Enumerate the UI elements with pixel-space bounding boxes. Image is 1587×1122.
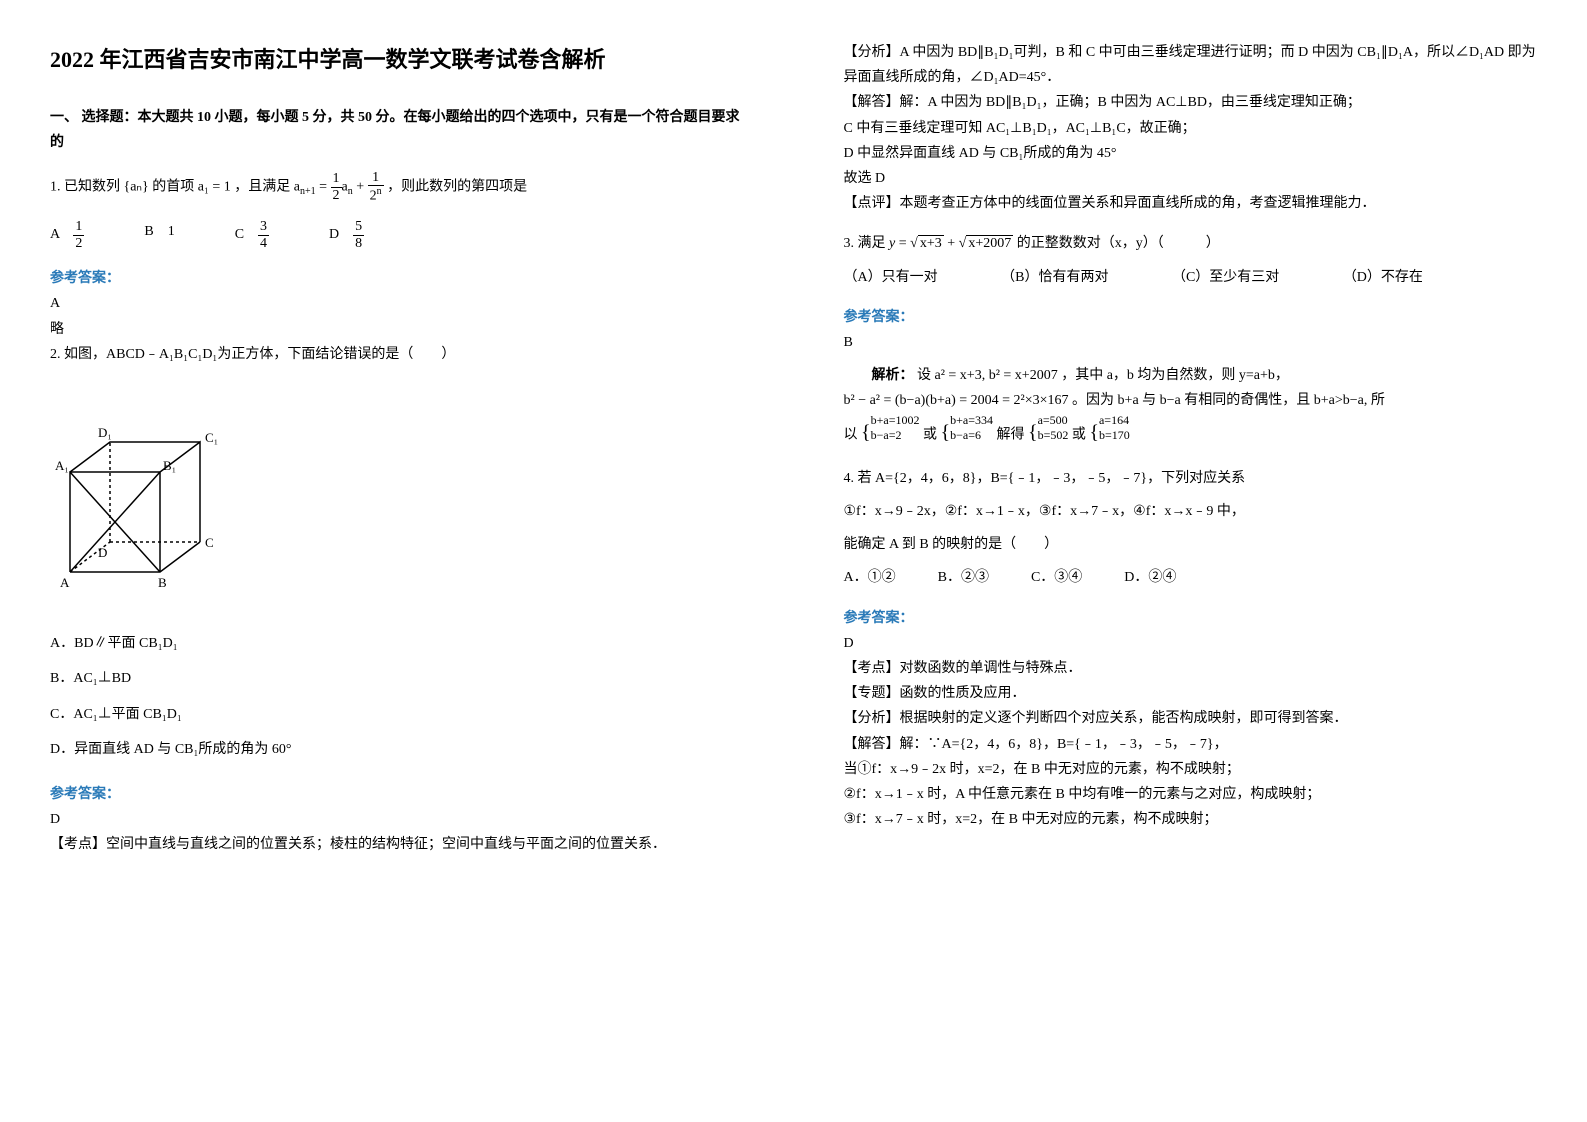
q1-answer: A <box>50 291 744 316</box>
q1-seq: {aₙ} <box>124 179 149 194</box>
q3-options: （A）只有一对 （B）恰有有两对 （C）至少有三对 （D）不存在 <box>844 265 1538 290</box>
q4-answer: D <box>844 631 1538 656</box>
q4-jieda4: ③f：x→7﹣x 时，x=2，在 B 中无对应的元素，构不成映射； <box>844 807 1538 832</box>
q3-jiexi-label: 解析： <box>872 368 914 383</box>
q2-kaodian: 【考点】空间中直线与直线之间的位置关系；棱柱的结构特征；空间中直线与平面之间的位… <box>50 832 744 857</box>
q2-jieda1: 【解答】解：A 中因为 BD∥B₁D₁，正确；B 中因为 AC⊥BD，由三垂线定… <box>844 90 1538 115</box>
cube-label-B: B <box>158 575 167 590</box>
q2-answer: D <box>50 807 744 832</box>
q3-jiexi-line2: b² − a² = (b−a)(b+a) = 2004 = 2²×3×167 。… <box>844 388 1538 413</box>
q3-jiexi-line3: 以 {b+a=1002b−a=2 或 {b+a=334b−a=6 解得 {a=5… <box>844 413 1538 450</box>
page-title: 2022 年江西省吉安市南江中学高一数学文联考试卷含解析 <box>50 40 744 80</box>
q1-options: A 12 B 1 C 34 D 58 <box>50 219 744 251</box>
question-2: 2. 如图，ABCD﹣A₁B₁C₁D₁为正方体，下面结论错误的是（ ） <box>50 342 744 367</box>
q3-stem-a: 3. 满足 <box>844 236 886 251</box>
cube-label-C1: C₁ <box>205 430 218 445</box>
q1-stem-a: 1. 已知数列 <box>50 179 120 194</box>
q2-dianping: 【点评】本题考查正方体中的线面位置关系和异面直线所成的角，考查逻辑推理能力． <box>844 191 1538 216</box>
q1-stem-d: ，则此数列的第四项是 <box>387 179 527 194</box>
q1-optA-label: A <box>50 228 59 243</box>
q4-stem2: ①f：x→9﹣2x，②f：x→1﹣x，③f：x→7﹣x，④f：x→x﹣9 中， <box>844 499 1538 524</box>
q4-opts: A．①② B．②③ C．③④ D．②④ <box>844 565 1538 590</box>
cube-label-B1: B₁ <box>163 458 176 473</box>
q4-jieda2: 当①f：x→9﹣2x 时，x=2，在 B 中无对应的元素，构不成映射； <box>844 757 1538 782</box>
section-one-header: 一、 选择题：本大题共 10 小题，每小题 5 分，共 50 分。在每小题给出的… <box>50 105 744 155</box>
cube-label-D1: D₁ <box>98 425 112 440</box>
q2-optB: B．AC₁⊥BD <box>50 666 744 691</box>
cube-label-A1: A₁ <box>55 458 69 473</box>
q1-optC-label: C <box>235 228 244 243</box>
q2-jieda2: C 中有三垂线定理可知 AC₁⊥B₁D₁，AC₁⊥B₁C，故正确； <box>844 116 1538 141</box>
cube-label-D: D <box>98 545 107 560</box>
q4-jieda1: 【解答】解：∵A={2，4，6，8}，B={﹣1，﹣3，﹣5，﹣7}， <box>844 732 1538 757</box>
q2-optC: C．AC₁⊥平面 CB₁D₁ <box>50 702 744 727</box>
question-1: 1. 已知数列 {aₙ} 的首项 a₁ = 1 ，且满足 an+1 = 12an… <box>50 170 744 204</box>
q3-jiexi-line1: 解析： 设 a² = x+3, b² = x+2007 ，其中 a，b 均为自然… <box>844 363 1538 388</box>
q1-note: 略 <box>50 317 744 342</box>
q2-jieda4: 故选 D <box>844 166 1538 191</box>
q2-jieda3: D 中显然异面直线 AD 与 CB₁所成的角为 45° <box>844 141 1538 166</box>
q4-kaodian: 【考点】对数函数的单调性与特殊点． <box>844 656 1538 681</box>
q3-stem-b: 的正整数数对（x，y）（ ） <box>1017 236 1220 251</box>
q4-fenxi: 【分析】根据映射的定义逐个判断四个对应关系，能否构成映射，即可得到答案． <box>844 706 1538 731</box>
q4-zhuanti: 【专题】函数的性质及应用． <box>844 681 1538 706</box>
q2-options: A．BD∥平面 CB₁D₁ B．AC₁⊥BD C．AC₁⊥平面 CB₁D₁ D．… <box>50 631 744 762</box>
q3-optD: （D）不存在 <box>1343 270 1423 285</box>
q3-optA: （A）只有一对 <box>844 270 938 285</box>
q3-answer-label: 参考答案： <box>844 305 1538 330</box>
q3-answer: B <box>844 330 1538 355</box>
q1-optB-label: B <box>144 224 153 239</box>
cube-label-C: C <box>205 535 214 550</box>
cube-diagram: A B C D A₁ B₁ C₁ D₁ <box>50 392 230 602</box>
q1-stem-c: ，且满足 <box>234 179 290 194</box>
q2-answer-label: 参考答案： <box>50 782 744 807</box>
q1-answer-label: 参考答案： <box>50 266 744 291</box>
q4-stem3: 能确定 A 到 B 的映射的是（ ） <box>844 532 1538 557</box>
q3-formula: y = √x+3 + √x+2007 <box>889 235 1013 251</box>
q4-jieda3: ②f：x→1﹣x 时，A 中任意元素在 B 中均有唯一的元素与之对应，构成映射； <box>844 782 1538 807</box>
q2-fenxi: 【分析】A 中因为 BD∥B₁D₁可判，B 和 C 中可由三垂线定理进行证明；而… <box>844 40 1538 90</box>
q1-stem-b: 的首项 <box>152 179 194 194</box>
q2-optD: D．异面直线 AD 与 CB₁所成的角为 60° <box>50 737 744 762</box>
q2-optA: A．BD∥平面 CB₁D₁ <box>50 631 744 656</box>
q2-stem: 2. 如图，ABCD﹣A₁B₁C₁D₁为正方体，下面结论错误的是（ ） <box>50 342 744 367</box>
q1-optD-label: D <box>329 228 339 243</box>
q4-stem1: 4. 若 A={2，4，6，8}，B={﹣1，﹣3，﹣5，﹣7}，下列对应关系 <box>844 466 1538 491</box>
question-3: 3. 满足 y = √x+3 + √x+2007 的正整数数对（x，y）（ ） <box>844 231 1538 256</box>
left-column: 2022 年江西省吉安市南江中学高一数学文联考试卷含解析 一、 选择题：本大题共… <box>0 0 794 1122</box>
q3-optC: （C）至少有三对 <box>1172 270 1279 285</box>
q4-answer-label: 参考答案： <box>844 606 1538 631</box>
q3-optB: （B）恰有有两对 <box>1001 270 1108 285</box>
q1-a1eq: a₁ = 1 <box>198 179 231 194</box>
cube-label-A: A <box>60 575 70 590</box>
right-column: 【分析】A 中因为 BD∥B₁D₁可判，B 和 C 中可由三垂线定理进行证明；而… <box>794 0 1587 1122</box>
